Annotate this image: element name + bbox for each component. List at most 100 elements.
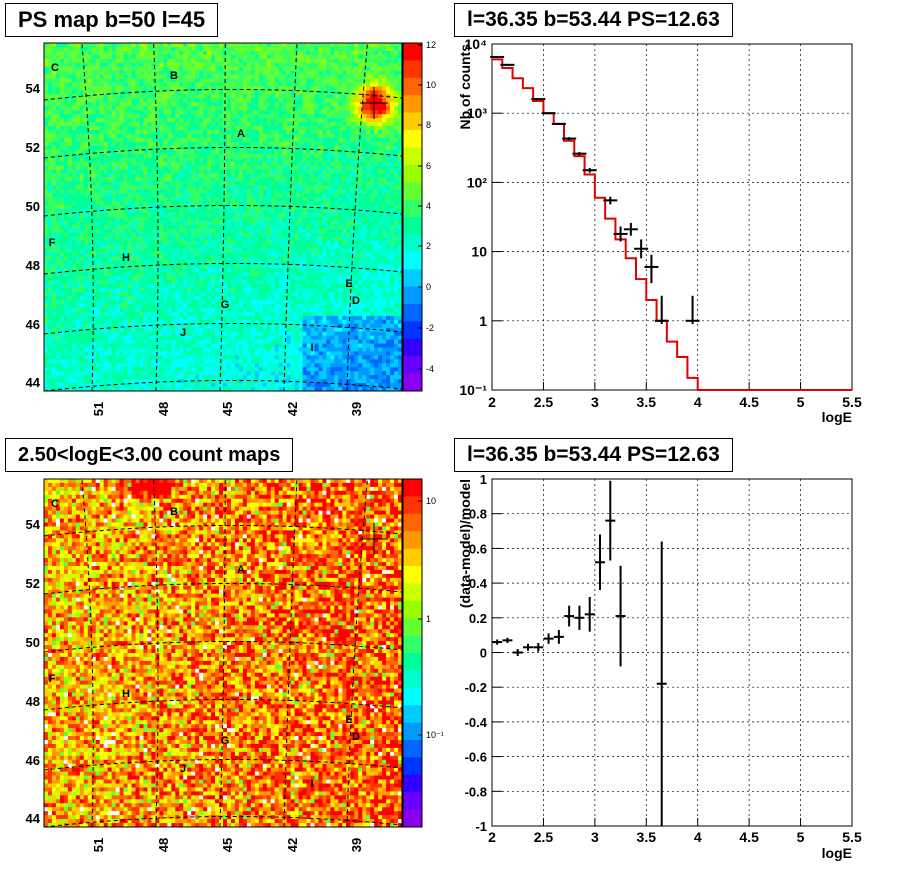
point-label-j: J bbox=[180, 763, 186, 775]
ps-map-title: PS map b=50 l=45 bbox=[5, 3, 219, 37]
spectrum-panel: 2 2.5 3 3.5 4 4.5 5 5.5 10⁻¹ 1 10 10² 10³ 10⁴ logE Nb o… bbox=[457, 36, 862, 425]
y-axis-label: (data-model)/model bbox=[457, 479, 473, 608]
x-tick-label: 45 bbox=[220, 402, 235, 416]
point-label-i: I bbox=[310, 342, 313, 354]
longitude-line bbox=[81, 478, 94, 828]
map-graticule bbox=[43, 42, 403, 392]
latitude-line bbox=[43, 640, 403, 653]
y-tick-label: -1 bbox=[475, 819, 487, 834]
point-label-g: G bbox=[221, 735, 230, 747]
y-tick-label: 54 bbox=[26, 81, 41, 96]
point-label-f: F bbox=[49, 673, 56, 685]
longitude-line bbox=[153, 42, 159, 392]
colorbar-tick-label: 6 bbox=[426, 161, 431, 171]
y-tick-label: 52 bbox=[26, 576, 40, 591]
longitude-line bbox=[219, 42, 226, 392]
x-tick-label: 42 bbox=[285, 838, 300, 852]
y-tick-label: 50 bbox=[26, 635, 40, 650]
x-tick-label: 42 bbox=[285, 402, 300, 416]
point-label-h: H bbox=[122, 252, 130, 264]
x-tick-label: 5 bbox=[797, 829, 805, 845]
longitude-line bbox=[283, 478, 298, 828]
y-tick-label: 54 bbox=[26, 517, 41, 532]
count-map-title: 2.50<logE<3.00 count maps bbox=[5, 438, 294, 472]
y-tick-label: -0.8 bbox=[465, 784, 487, 799]
latitude-line bbox=[43, 204, 403, 217]
y-tick-label: 1 bbox=[479, 313, 487, 329]
y-tick-label: 46 bbox=[26, 753, 40, 768]
point-label-h: H bbox=[122, 688, 130, 700]
colorbar-tick-label: 10 bbox=[426, 80, 436, 90]
latitude-line bbox=[43, 524, 403, 537]
colorbar-tick-label: 10⁻¹ bbox=[426, 730, 444, 740]
y-tick-label: 10 bbox=[471, 244, 487, 260]
point-label-d: D bbox=[352, 295, 360, 307]
x-tick-label: 48 bbox=[156, 402, 171, 416]
heatmap-cells bbox=[44, 43, 403, 392]
y-tick-label: 10³ bbox=[467, 105, 488, 121]
point-label-a: A bbox=[237, 128, 245, 140]
map-frame bbox=[43, 478, 403, 828]
y-tick-label: 48 bbox=[26, 258, 40, 273]
y-tick-label: 10⁴ bbox=[465, 36, 488, 52]
y-tick-label: -0.6 bbox=[465, 750, 487, 765]
x-tick-label: 5.5 bbox=[842, 394, 862, 410]
colorbar-frame bbox=[402, 478, 423, 828]
point-label-f: F bbox=[49, 237, 56, 249]
y-tick-label: 0.8 bbox=[469, 507, 487, 522]
y-tick-label: 0.2 bbox=[469, 611, 487, 626]
x-tick-label: 3.5 bbox=[637, 829, 657, 845]
longitude-line bbox=[346, 42, 368, 392]
x-tick-label: 2 bbox=[488, 829, 496, 845]
residual-grid bbox=[492, 479, 852, 826]
latitude-line bbox=[43, 758, 403, 771]
x-tick-label: 39 bbox=[349, 402, 364, 416]
colorbar-tick-label: -2 bbox=[426, 323, 434, 333]
y-tick-label: 0.4 bbox=[469, 576, 488, 591]
colorbar-tick-label: 12 bbox=[426, 40, 436, 50]
point-label-i: I bbox=[310, 778, 313, 790]
y-tick-label: 10⁻¹ bbox=[459, 382, 487, 398]
spectrum-title: l=36.35 b=53.44 PS=12.63 bbox=[454, 3, 733, 37]
colorbar-tick-label: 8 bbox=[426, 120, 431, 130]
y-axis-label: Nb of counts bbox=[457, 44, 473, 130]
x-tick-label: 4 bbox=[694, 829, 702, 845]
x-tick-label: 2.5 bbox=[534, 394, 554, 410]
x-axis-label: logE bbox=[822, 409, 852, 425]
map-graticule bbox=[43, 478, 403, 828]
y-tick-label: -0.2 bbox=[465, 680, 487, 695]
x-tick-label: 3 bbox=[591, 829, 599, 845]
longitude-line bbox=[283, 42, 298, 392]
y-tick-label: 0 bbox=[480, 646, 487, 661]
x-tick-label: 4.5 bbox=[739, 829, 759, 845]
latitude-line bbox=[43, 582, 403, 595]
y-tick-label: 52 bbox=[26, 140, 40, 155]
x-tick-label: 51 bbox=[91, 838, 106, 852]
count-map-panel: A B C DE F G H I J 51 48 45 42 39 44 46 48 50 52 54 10 1 10⁻¹ bbox=[26, 478, 444, 852]
y-tick-label: 44 bbox=[26, 811, 41, 826]
y-tick-label: 10² bbox=[467, 174, 488, 190]
latitude-line bbox=[43, 88, 403, 101]
y-tick-label: -0.4 bbox=[465, 715, 488, 730]
latitude-line bbox=[43, 262, 403, 275]
residual-panel: 2 2.5 3 3.5 4 4.5 5 5.5 -1 -0.8 -0.6 -0.4 -0.2 0 0.2 0.… bbox=[457, 472, 862, 861]
x-tick-label: 3 bbox=[591, 394, 599, 410]
colorbar-tick-label: 4 bbox=[426, 201, 431, 211]
residual-title: l=36.35 b=53.44 PS=12.63 bbox=[454, 438, 733, 472]
x-tick-label: 39 bbox=[349, 838, 364, 852]
longitude-line bbox=[153, 478, 159, 828]
y-tick-label: 46 bbox=[26, 317, 40, 332]
point-label-c: C bbox=[51, 62, 59, 74]
x-tick-label: 5 bbox=[797, 394, 805, 410]
model-histogram bbox=[492, 58, 852, 391]
x-tick-label: 3.5 bbox=[637, 394, 657, 410]
colorbar bbox=[403, 479, 422, 828]
latitude-line bbox=[43, 379, 403, 392]
x-tick-label: 48 bbox=[156, 838, 171, 852]
latitude-line bbox=[43, 322, 403, 335]
y-tick-label: 48 bbox=[26, 694, 40, 709]
map-frame bbox=[43, 42, 403, 392]
point-label-b: B bbox=[170, 506, 178, 518]
